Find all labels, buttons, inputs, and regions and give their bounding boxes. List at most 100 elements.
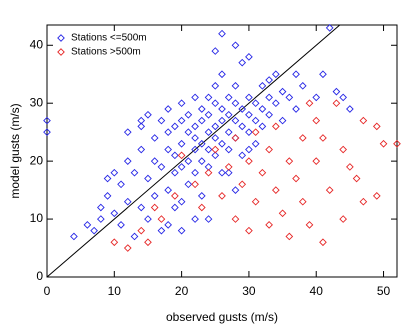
- point: [245, 53, 253, 61]
- point: [177, 163, 186, 171]
- point: [137, 116, 146, 125]
- point: [251, 99, 260, 108]
- point: [245, 157, 253, 165]
- legend-marker: [57, 34, 65, 42]
- point: [339, 145, 347, 154]
- point: [150, 192, 159, 200]
- point: [224, 128, 233, 137]
- legend-label: Stations >500m: [71, 47, 141, 58]
- point: [197, 139, 206, 148]
- point: [177, 151, 186, 160]
- legend-marker: [57, 48, 65, 56]
- point: [184, 157, 193, 165]
- y-tick-label: 30: [30, 95, 44, 109]
- y-axis-label: model gusts (m/s): [8, 103, 22, 198]
- point: [90, 226, 98, 235]
- point: [346, 105, 354, 113]
- x-tick-label: 40: [310, 284, 324, 298]
- point: [204, 215, 213, 223]
- point: [103, 192, 112, 200]
- point: [211, 134, 220, 142]
- point: [346, 163, 354, 171]
- point: [238, 122, 247, 131]
- point: [285, 157, 294, 165]
- point: [177, 226, 186, 235]
- point: [150, 157, 159, 165]
- point: [117, 221, 125, 229]
- point: [130, 232, 139, 241]
- point: [278, 87, 287, 96]
- point: [272, 99, 280, 108]
- point: [305, 99, 314, 108]
- point: [231, 215, 240, 223]
- point: [218, 105, 226, 113]
- point: [177, 197, 186, 206]
- point: [298, 134, 307, 142]
- point: [144, 110, 152, 119]
- point: [285, 93, 294, 102]
- point: [238, 180, 247, 189]
- point: [191, 180, 199, 189]
- point: [231, 116, 240, 125]
- point: [319, 134, 327, 142]
- point: [103, 174, 112, 183]
- point: [265, 145, 273, 154]
- point: [150, 203, 159, 212]
- point: [191, 145, 199, 154]
- point: [272, 122, 280, 131]
- point: [393, 139, 401, 148]
- point: [211, 122, 220, 131]
- point: [137, 203, 146, 212]
- point: [218, 139, 226, 148]
- point: [157, 163, 166, 171]
- point: [224, 163, 233, 171]
- point: [251, 139, 260, 148]
- point: [224, 110, 233, 119]
- point: [319, 70, 327, 79]
- point: [191, 134, 199, 142]
- point: [110, 209, 119, 218]
- point: [265, 76, 273, 84]
- point: [231, 99, 240, 108]
- point: [197, 157, 206, 165]
- x-tick-label: 20: [175, 284, 189, 298]
- point: [184, 110, 193, 119]
- point: [312, 93, 321, 102]
- point: [238, 151, 247, 160]
- point: [204, 110, 213, 119]
- x-tick-label: 50: [377, 284, 391, 298]
- point: [258, 81, 267, 90]
- x-tick-label: 10: [108, 284, 122, 298]
- point: [211, 145, 220, 154]
- y-tick-label: 10: [30, 211, 44, 225]
- point: [218, 168, 226, 177]
- point: [238, 58, 247, 67]
- point: [191, 122, 199, 131]
- x-tick-label: 30: [242, 284, 256, 298]
- point: [43, 128, 51, 137]
- point: [325, 24, 334, 32]
- point: [191, 168, 199, 177]
- point: [157, 226, 166, 235]
- point: [97, 203, 105, 212]
- point: [292, 174, 300, 183]
- point: [123, 157, 132, 165]
- point: [123, 197, 132, 206]
- point: [272, 70, 280, 79]
- point: [278, 116, 287, 125]
- point: [117, 180, 125, 189]
- point: [144, 215, 152, 223]
- point: [251, 116, 260, 125]
- point: [164, 221, 172, 229]
- point: [191, 93, 199, 102]
- point: [292, 105, 300, 113]
- point: [258, 168, 267, 177]
- point: [339, 93, 347, 102]
- point: [150, 134, 159, 142]
- point: [144, 238, 152, 247]
- point: [184, 180, 193, 189]
- point: [265, 221, 273, 229]
- point: [245, 110, 253, 119]
- point: [231, 134, 240, 142]
- point: [110, 238, 119, 247]
